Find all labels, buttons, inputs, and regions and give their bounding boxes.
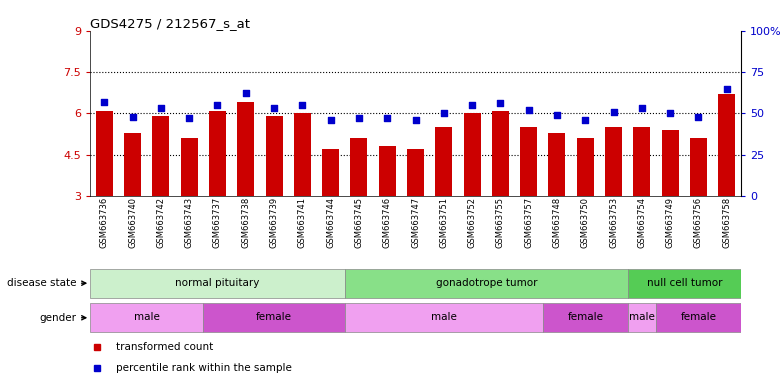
- Bar: [90, 303, 203, 333]
- Point: [692, 114, 705, 120]
- Point: [183, 115, 195, 121]
- Point: [268, 105, 281, 111]
- Text: normal pituitary: normal pituitary: [176, 278, 260, 288]
- Bar: [266, 116, 282, 196]
- Point: [211, 102, 223, 108]
- Bar: [662, 130, 679, 196]
- Bar: [294, 113, 310, 196]
- Bar: [605, 127, 622, 196]
- Bar: [549, 132, 565, 196]
- Bar: [345, 268, 628, 298]
- Text: GDS4275 / 212567_s_at: GDS4275 / 212567_s_at: [90, 17, 250, 30]
- Bar: [492, 111, 509, 196]
- Point: [353, 115, 365, 121]
- Text: transformed count: transformed count: [116, 341, 213, 352]
- Bar: [521, 127, 537, 196]
- Point: [381, 115, 394, 121]
- Point: [466, 102, 478, 108]
- Text: disease state: disease state: [6, 278, 85, 288]
- Point: [154, 105, 167, 111]
- Text: null cell tumor: null cell tumor: [647, 278, 722, 288]
- Point: [437, 110, 450, 116]
- Bar: [152, 116, 169, 196]
- Bar: [379, 146, 396, 196]
- Bar: [96, 111, 113, 196]
- Point: [636, 105, 648, 111]
- Point: [239, 90, 252, 96]
- Bar: [656, 303, 741, 333]
- Text: female: female: [256, 312, 292, 322]
- Bar: [238, 102, 254, 196]
- Bar: [350, 138, 368, 196]
- Bar: [628, 268, 741, 298]
- Bar: [345, 303, 543, 333]
- Text: female: female: [568, 312, 603, 322]
- Bar: [577, 138, 593, 196]
- Text: male: male: [431, 312, 457, 322]
- Bar: [463, 113, 481, 196]
- Bar: [124, 132, 141, 196]
- Point: [325, 117, 337, 123]
- Text: male: male: [134, 312, 160, 322]
- Bar: [180, 138, 198, 196]
- Point: [550, 112, 563, 118]
- Bar: [690, 138, 707, 196]
- Point: [126, 114, 139, 120]
- Bar: [718, 94, 735, 196]
- Bar: [628, 303, 656, 333]
- Bar: [633, 127, 651, 196]
- Text: gender: gender: [39, 313, 85, 323]
- Bar: [203, 303, 345, 333]
- Bar: [322, 149, 339, 196]
- Text: female: female: [681, 312, 717, 322]
- Point: [664, 110, 677, 116]
- Bar: [435, 127, 452, 196]
- Bar: [407, 149, 424, 196]
- Point: [296, 102, 309, 108]
- Point: [720, 85, 733, 91]
- Bar: [209, 111, 226, 196]
- Text: male: male: [629, 312, 655, 322]
- Point: [608, 109, 620, 115]
- Point: [494, 100, 506, 106]
- Text: percentile rank within the sample: percentile rank within the sample: [116, 362, 292, 372]
- Point: [522, 107, 535, 113]
- Bar: [90, 268, 345, 298]
- Point: [579, 117, 592, 123]
- Point: [409, 117, 422, 123]
- Bar: [543, 303, 628, 333]
- Text: gonadotrope tumor: gonadotrope tumor: [435, 278, 537, 288]
- Point: [98, 99, 111, 105]
